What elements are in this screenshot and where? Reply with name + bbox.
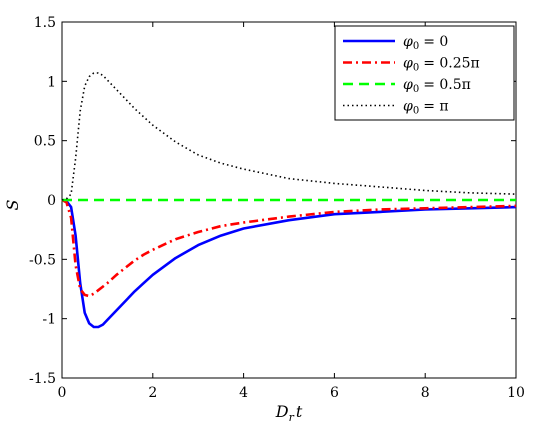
- series-line: [61, 198, 517, 329]
- x-tick-label: 2: [148, 385, 157, 401]
- x-tick-label: 10: [507, 385, 525, 401]
- y-axis-label: S: [3, 199, 22, 210]
- x-tick-label: 0: [58, 385, 67, 401]
- series-line: [61, 198, 517, 298]
- x-tick-label: 8: [421, 385, 430, 401]
- y-tick-label: -1.5: [29, 371, 56, 387]
- y-tick-label: 0.5: [34, 134, 56, 150]
- legend-label: φ0 = 0: [403, 34, 448, 52]
- series-lines: [61, 72, 517, 329]
- legend-label: φ0 = π: [403, 99, 449, 117]
- x-axis-label-main: D: [275, 402, 289, 421]
- x-tick-label: 4: [239, 385, 248, 401]
- x-axis-label-sub: r: [289, 411, 295, 424]
- legend: φ0 = 0 φ0 = 0.25π φ0 = 0.5π φ0 = π: [334, 25, 515, 121]
- x-axis-label-tail: t: [296, 402, 303, 421]
- y-tick-label: 1.5: [34, 15, 56, 31]
- y-tick-label: -0.5: [29, 252, 56, 268]
- x-tick-label: 6: [330, 385, 339, 401]
- y-tick-label: 1: [47, 74, 56, 90]
- legend-label: φ0 = 0.5π: [403, 77, 471, 95]
- axis-ticks: 0 2 4 6 8 10 -1.5 -1 -0.5 0 0.5 1 1.5: [29, 15, 525, 401]
- x-axis-label: Dr t: [275, 402, 303, 424]
- legend-label: φ0 = 0.25π: [403, 56, 480, 74]
- y-tick-label: -1: [42, 312, 56, 328]
- y-tick-label: 0: [47, 193, 56, 209]
- series-line: [61, 72, 517, 201]
